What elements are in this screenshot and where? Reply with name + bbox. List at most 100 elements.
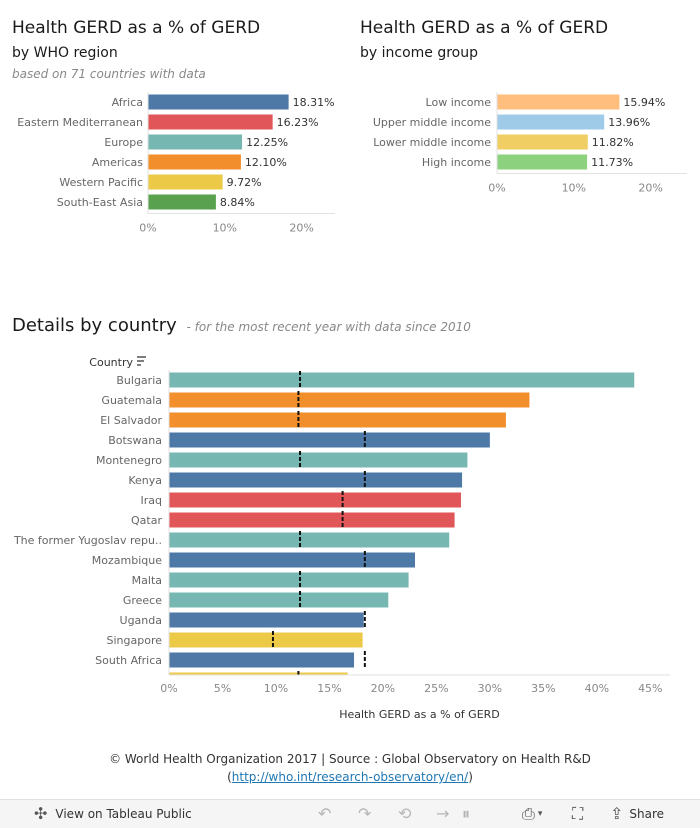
undo-icon: ↶ [318, 804, 332, 823]
country-tick-label: 20% [371, 682, 395, 695]
region-category-label: Western Pacific [59, 176, 143, 189]
income-chart-title: Health GERD as a % of GERD [360, 18, 609, 38]
income-bar[interactable] [497, 94, 620, 110]
forward-button[interactable]: → [436, 800, 449, 828]
country-bar[interactable] [169, 532, 450, 548]
country-bar[interactable] [169, 552, 415, 568]
country-bar[interactable] [169, 652, 355, 668]
country-tick-label: 40% [585, 682, 609, 695]
download-button[interactable]: ⎙ ▾ [522, 800, 542, 828]
country-tick-label: 10% [264, 682, 288, 695]
share-label: Share [629, 807, 665, 821]
income-tick-label: 10% [562, 182, 586, 195]
country-label: Malta [132, 574, 162, 587]
region-value-label: 8.84% [220, 196, 255, 209]
footer-close-paren: ) [468, 770, 473, 784]
region-category-label: Americas [92, 156, 143, 169]
tableau-toolbar: ✣ View on Tableau Public ↶ ↷ ⟲ → ⏸ ⎙ ▾ ⛶ … [0, 799, 700, 828]
share-button[interactable]: ⇪ Share [610, 800, 664, 828]
country-label: The former Yugoslav repu.. [13, 534, 162, 547]
region-bar[interactable] [148, 94, 289, 110]
region-value-label: 9.72% [227, 176, 262, 189]
region-bar-chart[interactable]: Africa 18.31% Eastern Mediterranean 16.23% E… [0, 85, 350, 245]
country-tick-label: 35% [531, 682, 555, 695]
region-category-label: Africa [112, 96, 143, 109]
sort-icon[interactable] [137, 356, 146, 366]
country-bar[interactable] [169, 492, 461, 508]
footer-link[interactable]: http://who.int/research-observatory/en/ [231, 770, 469, 784]
country-column-header[interactable]: Country [89, 356, 133, 369]
footer: © World Health Organization 2017 | Sourc… [0, 750, 700, 786]
country-bar[interactable] [169, 572, 409, 588]
region-bar[interactable] [148, 114, 273, 130]
income-category-label: High income [422, 156, 491, 169]
country-bar-chart[interactable]: Country Bulgaria Guatemala El Salvador Botsw… [0, 350, 700, 730]
country-bar[interactable] [169, 392, 530, 408]
country-label: El Salvador [100, 414, 162, 427]
income-value-label: 15.94% [623, 96, 665, 109]
country-label: Montenegro [96, 454, 162, 467]
download-icon: ⎙ [522, 804, 535, 823]
revert-icon: ⟲ [398, 804, 412, 823]
income-bar[interactable] [497, 154, 588, 170]
region-bar[interactable] [148, 174, 223, 190]
footer-copyright: © World Health Organization 2017 | Sourc… [109, 752, 591, 766]
country-tick-label: 0% [160, 682, 177, 695]
income-bar[interactable] [497, 134, 588, 150]
footer-source-line: (http://who.int/research-observatory/en/… [0, 768, 700, 786]
income-category-label: Low income [426, 96, 492, 109]
income-bar[interactable] [497, 114, 605, 130]
region-category-label: Europe [104, 136, 143, 149]
country-label: Iraq [141, 494, 163, 507]
region-value-label: 12.10% [245, 156, 287, 169]
income-value-label: 11.73% [591, 156, 633, 169]
region-value-label: 12.25% [246, 136, 288, 149]
country-bar[interactable] [169, 632, 363, 648]
pause-button[interactable]: ⏸ [462, 800, 470, 828]
country-bar[interactable] [169, 432, 490, 448]
country-bar[interactable] [169, 372, 635, 388]
region-bar[interactable] [148, 134, 243, 150]
country-bar[interactable] [169, 672, 348, 688]
income-chart-subtitle: by income group [360, 45, 479, 61]
country-tick-label: 5% [214, 682, 231, 695]
region-bar[interactable] [148, 194, 216, 210]
country-bar[interactable] [169, 592, 389, 608]
country-label: Guatemala [101, 394, 162, 407]
country-bar[interactable] [169, 472, 463, 488]
fullscreen-button[interactable]: ⛶ [572, 800, 583, 828]
undo-button[interactable]: ↶ [318, 800, 331, 828]
details-note: - for the most recent year with data sin… [186, 320, 471, 334]
country-bar[interactable] [169, 512, 455, 528]
income-value-label: 13.96% [608, 116, 650, 129]
region-tick-label: 20% [289, 222, 313, 235]
redo-icon: ↷ [358, 804, 372, 823]
country-label: Botswana [108, 434, 162, 447]
country-label: South Africa [95, 654, 162, 667]
redo-button[interactable]: ↷ [358, 800, 371, 828]
income-bar-chart[interactable]: Low income 15.94% Upper middle income 13.96… [350, 85, 700, 205]
share-icon: ⇪ [610, 804, 624, 823]
tableau-logo-icon: ✣ [34, 804, 48, 823]
country-bar[interactable] [169, 612, 364, 628]
region-tick-label: 0% [139, 222, 156, 235]
country-bar[interactable] [169, 452, 468, 468]
fullscreen-icon: ⛶ [572, 804, 584, 823]
region-bar[interactable] [148, 154, 241, 170]
region-tick-label: 10% [213, 222, 237, 235]
country-bar[interactable] [169, 412, 506, 428]
view-on-tableau-button[interactable]: ✣ View on Tableau Public [34, 800, 192, 828]
income-tick-label: 0% [488, 182, 505, 195]
country-label: Kenya [128, 474, 162, 487]
download-dropdown-icon: ▾ [537, 809, 543, 819]
country-tick-label: 25% [424, 682, 448, 695]
country-label: Qatar [131, 514, 162, 527]
footer-open-paren: ( [227, 770, 232, 784]
revert-button[interactable]: ⟲ [398, 800, 411, 828]
country-tick-label: 15% [317, 682, 341, 695]
country-tick-label: 30% [478, 682, 502, 695]
country-axis-title: Health GERD as a % of GERD [339, 708, 500, 721]
country-rows: Bulgaria Guatemala El Salvador Botswana Mont… [13, 371, 635, 688]
pause-icon: ⏸ [462, 804, 471, 823]
income-category-label: Upper middle income [373, 116, 491, 129]
